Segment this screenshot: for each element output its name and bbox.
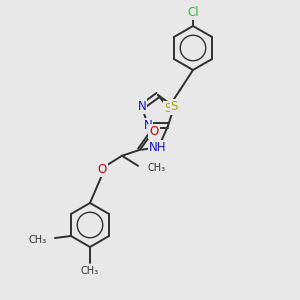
Text: CH₃: CH₃ — [81, 266, 99, 276]
Text: S: S — [164, 101, 172, 115]
Text: S: S — [170, 100, 178, 113]
Text: NH: NH — [149, 141, 167, 154]
Text: N: N — [137, 100, 146, 113]
Text: Cl: Cl — [187, 7, 199, 20]
Text: O: O — [98, 163, 106, 176]
Text: CH₃: CH₃ — [29, 235, 47, 245]
Text: N: N — [144, 119, 152, 132]
Text: CH₃: CH₃ — [148, 163, 166, 173]
Text: O: O — [149, 125, 159, 138]
